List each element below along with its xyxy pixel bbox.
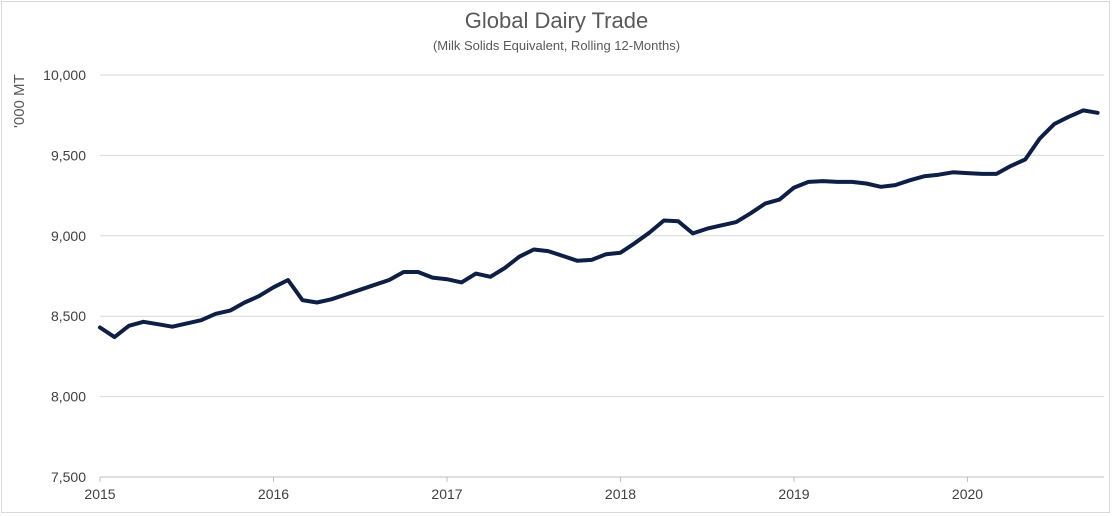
chart-title: Global Dairy Trade [464,8,649,33]
x-tick-label: 2018 [605,486,636,502]
y-tick-label: 10,000 [43,67,86,83]
y-tick-label: 9,000 [51,228,86,244]
y-tick-label: 9,500 [51,147,86,163]
x-tick-label: 2017 [431,486,462,502]
x-tick-label: 2016 [258,486,289,502]
y-axis-ticks: 7,500 8,000 8,500 9,000 9,500 10,000 [43,67,86,485]
y-tick-label: 7,500 [51,469,86,485]
x-tick-label: 2020 [952,486,983,502]
x-tick-label: 2015 [84,486,115,502]
gridlines [100,74,1104,478]
chart-subtitle: (Milk Solids Equivalent, Rolling 12-Mont… [432,38,681,53]
y-tick-label: 8,000 [51,389,86,405]
series-group [98,108,1100,340]
x-axis-ticks: 2015 2016 2017 2018 2019 2020 [84,477,983,502]
series-line [98,108,1100,340]
y-tick-label: 8,500 [51,308,86,324]
x-tick-label: 2019 [778,486,809,502]
